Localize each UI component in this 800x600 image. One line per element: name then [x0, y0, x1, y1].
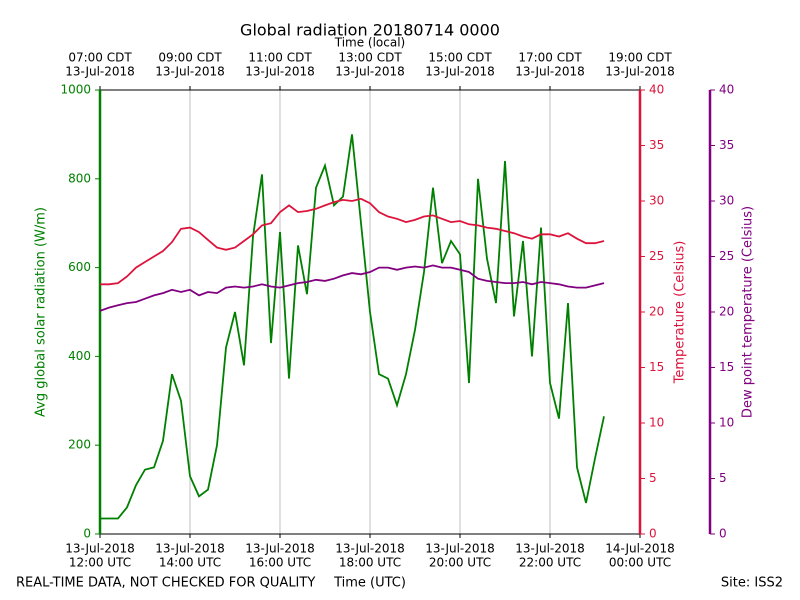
x-tick-label: 00:00 UTC	[609, 556, 671, 570]
y2-tick-label: 20	[649, 305, 664, 319]
top-x-tick-label: 13-Jul-2018	[65, 65, 135, 79]
y2-axis-label: Temperature (Celsius)	[673, 241, 688, 385]
y3-tick-label: 0	[719, 527, 727, 541]
top-axis-label: Time (local)	[334, 36, 406, 50]
y-tick-label: 200	[68, 438, 91, 452]
y-tick-label: 0	[83, 527, 91, 541]
x-tick-label: 20:00 UTC	[429, 556, 491, 570]
y2-tick-label: 25	[649, 249, 664, 263]
top-x-tick-label: 07:00 CDT	[68, 51, 132, 65]
y-tick-label: 400	[68, 349, 91, 363]
site-label: Site: ISS2	[721, 576, 783, 591]
x-tick-label: 13-Jul-2018	[335, 542, 405, 556]
x-tick-label: 14:00 UTC	[159, 556, 221, 570]
footer-note: REAL-TIME DATA, NOT CHECKED FOR QUALITY	[16, 576, 315, 591]
y-axis-label: Avg global solar radiation (W/m)	[34, 207, 49, 417]
x-tick-label: 13-Jul-2018	[65, 542, 135, 556]
series-line	[99, 264, 605, 312]
series-line	[100, 197, 605, 286]
y3-axis-label: Dew point temperature (Celsius)	[741, 206, 756, 418]
top-x-tick-label: 13-Jul-2018	[155, 65, 225, 79]
top-x-tick-label: 09:00 CDT	[158, 51, 222, 65]
y3-tick-label: 40	[719, 83, 734, 97]
y2-tick-label: 40	[649, 83, 664, 97]
y2-tick-label: 5	[649, 471, 657, 485]
y3-tick-label: 30	[719, 194, 734, 208]
x-tick-label: 12:00 UTC	[69, 556, 131, 570]
series-line	[100, 134, 605, 520]
x-tick-label: 18:00 UTC	[339, 556, 401, 570]
top-x-tick-label: 13:00 CDT	[338, 51, 402, 65]
top-x-tick-label: 17:00 CDT	[518, 51, 582, 65]
top-x-tick-label: 13-Jul-2018	[605, 65, 675, 79]
y-tick-label: 800	[68, 171, 91, 185]
y3-tick-label: 5	[719, 471, 727, 485]
x-tick-label: 14-Jul-2018	[605, 542, 675, 556]
x-axis-label: Time (UTC)	[333, 576, 406, 591]
y-tick-label: 1000	[60, 83, 91, 97]
x-tick-label: 13-Jul-2018	[515, 542, 585, 556]
top-x-tick-label: 19:00 CDT	[608, 51, 672, 65]
top-x-tick-label: 11:00 CDT	[248, 51, 312, 65]
x-tick-label: 16:00 UTC	[249, 556, 311, 570]
y2-tick-label: 10	[649, 416, 664, 430]
y2-tick-label: 15	[649, 360, 664, 374]
x-tick-label: 13-Jul-2018	[245, 542, 315, 556]
top-x-tick-label: 13-Jul-2018	[425, 65, 495, 79]
top-x-tick-label: 13-Jul-2018	[515, 65, 585, 79]
y2-tick-label: 0	[649, 527, 657, 541]
top-x-tick-label: 13-Jul-2018	[245, 65, 315, 79]
y3-tick-label: 35	[719, 138, 734, 152]
y3-tick-label: 15	[719, 360, 734, 374]
chart-title: Global radiation 20180714 0000	[240, 21, 500, 40]
y3-tick-label: 10	[719, 416, 734, 430]
y3-tick-label: 20	[719, 305, 734, 319]
y2-tick-label: 35	[649, 138, 664, 152]
top-x-tick-label: 15:00 CDT	[428, 51, 492, 65]
x-tick-label: 13-Jul-2018	[425, 542, 495, 556]
top-x-tick-label: 13-Jul-2018	[335, 65, 405, 79]
y2-tick-label: 30	[649, 194, 664, 208]
x-tick-label: 22:00 UTC	[519, 556, 581, 570]
x-tick-label: 13-Jul-2018	[155, 542, 225, 556]
y-tick-label: 600	[68, 260, 91, 274]
y3-tick-label: 25	[719, 249, 734, 263]
